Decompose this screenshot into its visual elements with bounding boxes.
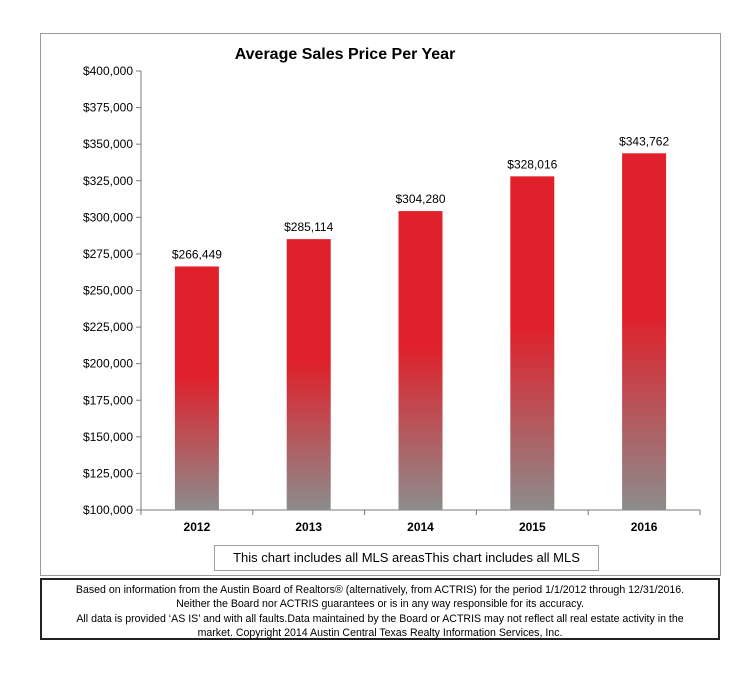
bar-2012 bbox=[174, 266, 219, 510]
data-label-2014: $304,280 bbox=[395, 192, 445, 206]
bar-2015 bbox=[510, 176, 555, 510]
y-tick-label: $150,000 bbox=[83, 430, 133, 444]
y-tick-label: $375,000 bbox=[83, 101, 133, 115]
data-label-2013: $285,114 bbox=[284, 220, 333, 234]
chart-frame bbox=[40, 33, 721, 576]
chart-note: This chart includes all MLS areasThis ch… bbox=[214, 545, 599, 571]
chart-title: Average Sales Price Per Year bbox=[234, 46, 456, 63]
x-tick-label: 2015 bbox=[519, 520, 546, 534]
x-tick-label: 2013 bbox=[295, 520, 322, 534]
y-tick-label: $100,000 bbox=[83, 503, 133, 517]
data-labels: $266,449 $285,114 $304,280 $328,016 $343,762 bbox=[172, 134, 670, 261]
y-tick-label: $200,000 bbox=[83, 357, 133, 371]
y-tick-label: $400,000 bbox=[83, 64, 133, 78]
bar-2016 bbox=[622, 153, 667, 511]
y-tick-label: $325,000 bbox=[83, 174, 133, 188]
y-tick-label: $300,000 bbox=[83, 210, 133, 224]
bar-2013 bbox=[286, 239, 331, 510]
disclaimer-line-3: All data is provided ‘AS IS’ and with al… bbox=[76, 612, 684, 625]
y-tick-label: $250,000 bbox=[83, 284, 133, 298]
x-axis: 2012 2013 2014 2015 2016 bbox=[140, 509, 701, 534]
data-label-2015: $328,016 bbox=[507, 157, 557, 171]
disclaimer-line-4: market. Copyright 2014 Austin Central Te… bbox=[197, 627, 563, 640]
y-tick-label: $275,000 bbox=[83, 247, 133, 261]
disclaimer-line-1: Based on information from the Austin Boa… bbox=[75, 584, 685, 596]
data-label-2016: $343,762 bbox=[619, 134, 669, 148]
y-tick-label: $175,000 bbox=[83, 393, 133, 407]
x-tick-label: 2016 bbox=[631, 520, 658, 534]
disclaimer-box: Based on information from the Austin Boa… bbox=[40, 578, 720, 640]
y-tick-label: $125,000 bbox=[83, 466, 133, 480]
x-tick-label: 2014 bbox=[407, 520, 434, 534]
disclaimer-line-2: Neither the Board nor ACTRIS guarantees … bbox=[176, 598, 584, 611]
y-axis: $100,000 $125,000 $150,000 $175,000 $200,000… bbox=[83, 64, 142, 517]
y-tick-label: $350,000 bbox=[83, 137, 133, 151]
x-tick-label: 2012 bbox=[184, 520, 211, 534]
data-label-2012: $266,449 bbox=[172, 247, 222, 261]
y-tick-label: $225,000 bbox=[83, 320, 133, 334]
bars bbox=[174, 153, 667, 511]
bar-2014 bbox=[398, 211, 443, 511]
